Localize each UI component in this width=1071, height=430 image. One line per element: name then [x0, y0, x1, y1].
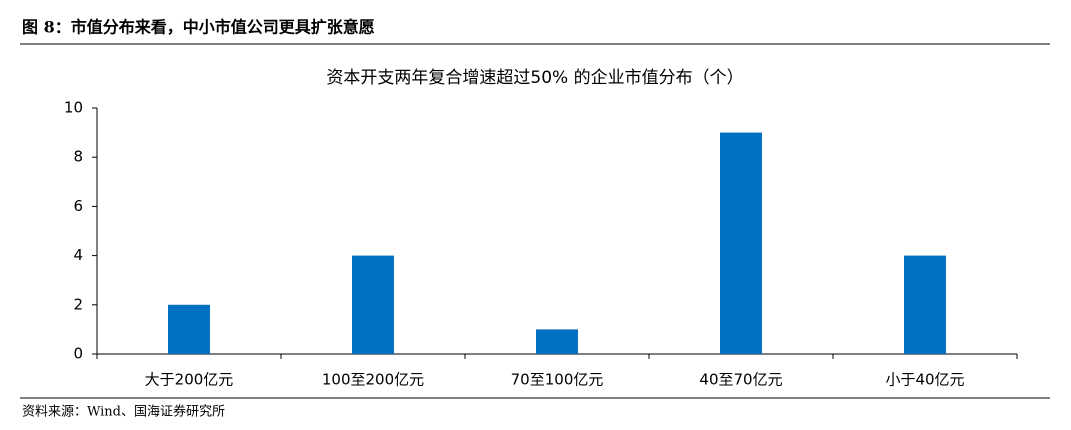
bar	[904, 255, 946, 354]
chart-title: 资本开支两年复合增速超过50% 的企业市值分布（个）	[326, 68, 743, 88]
bar	[168, 304, 210, 354]
x-tick-label: 100至200亿元	[322, 371, 424, 389]
bar	[352, 255, 394, 354]
x-tick-label: 小于40亿元	[885, 371, 964, 389]
x-tick-label: 40至70亿元	[699, 371, 782, 389]
y-tick-label: 4	[73, 246, 83, 264]
bar	[720, 132, 762, 354]
y-tick-label: 6	[73, 197, 83, 215]
figure-caption: 图 8：市值分布来看，中小市值公司更具扩张意愿	[22, 18, 375, 37]
x-tick-label: 70至100亿元	[511, 371, 604, 389]
y-tick-label: 2	[73, 295, 83, 313]
bar	[536, 329, 578, 354]
y-tick-label: 0	[73, 345, 83, 363]
source: 资料来源：Wind、国海证券研究所	[22, 404, 225, 420]
y-tick-label: 8	[73, 148, 83, 166]
y-tick-label: 10	[64, 99, 83, 117]
x-tick-label: 大于200亿元	[145, 371, 234, 389]
